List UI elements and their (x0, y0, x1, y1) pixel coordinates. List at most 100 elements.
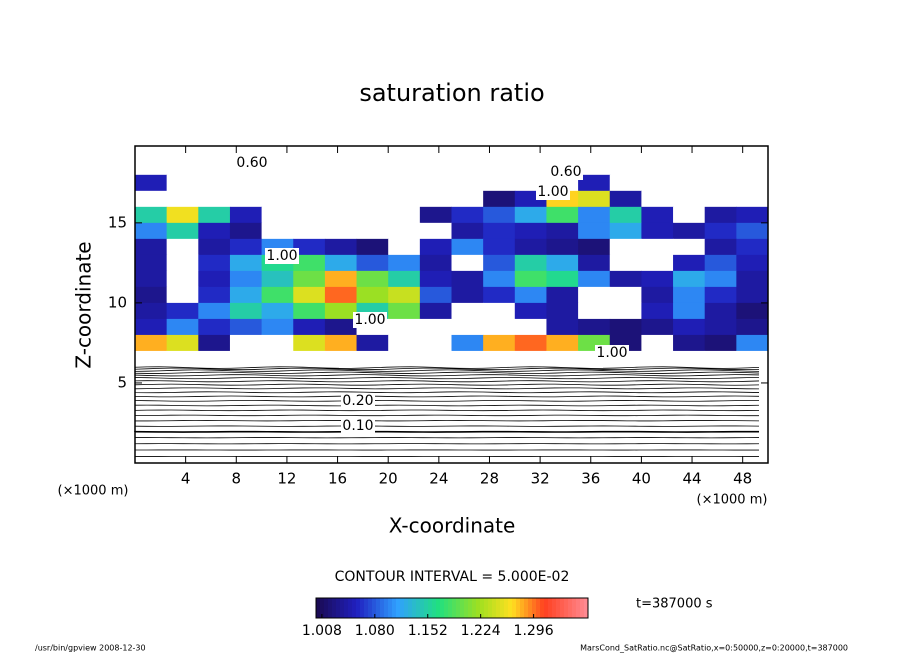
heatmap-cell (419, 350, 452, 368)
heatmap-cell (229, 222, 263, 240)
colorbar-swatch (368, 598, 373, 618)
heatmap-cell (609, 222, 642, 240)
heatmap-cell (293, 222, 326, 240)
heatmap-cell (261, 286, 294, 304)
heatmap-cell (483, 222, 516, 240)
heatmap-cell (451, 334, 484, 352)
colorbar-tick-label: 1.008 (302, 623, 342, 639)
heatmap-cell (198, 270, 231, 288)
heatmap-cell (483, 174, 516, 192)
heatmap-cell (229, 286, 263, 304)
heatmap-cell (135, 190, 168, 208)
colorbar-swatch (560, 598, 565, 618)
colorbar-swatch (440, 598, 445, 618)
heatmap-cell (451, 302, 484, 320)
heatmap-cell (514, 318, 547, 336)
colorbar-swatch (316, 598, 321, 618)
colorbar-swatch (428, 598, 433, 618)
colorbar-swatch (552, 598, 557, 618)
heatmap-cell (451, 350, 484, 368)
heatmap-cell (388, 254, 421, 272)
colorbar-swatch (452, 598, 457, 618)
heatmap-cell (293, 254, 326, 272)
heatmap-cell (546, 286, 579, 304)
heatmap-cell (419, 206, 452, 224)
heatmap-cell (483, 350, 516, 368)
heatmap-cell (673, 190, 706, 208)
heatmap-cell (578, 174, 611, 192)
contour-label-bg (595, 345, 629, 361)
heatmap-cell (261, 190, 294, 208)
heatmap-cell (578, 222, 611, 240)
y-axis-label: Z-coordinate (72, 241, 96, 368)
heatmap-cell (261, 222, 294, 240)
x-tick-label: 24 (429, 470, 448, 488)
heatmap-cell (451, 318, 484, 336)
chart-title: saturation ratio (359, 79, 544, 107)
heatmap-cell (546, 222, 579, 240)
contour-line (134, 387, 760, 390)
heatmap-cell (166, 302, 199, 320)
heatmap-cell (673, 174, 706, 192)
colorbar-swatch (468, 598, 473, 618)
contour-interval: CONTOUR INTERVAL = 5.000E-02 (335, 569, 570, 585)
colorbar-swatch (416, 598, 421, 618)
heatmap-cell (514, 302, 547, 320)
heatmap-cell (356, 206, 389, 224)
heatmap-cell (483, 270, 516, 288)
heatmap-cell (324, 238, 358, 256)
heatmap-cell (419, 174, 452, 192)
heatmap-cell (673, 222, 706, 240)
heatmap-cell (356, 270, 389, 288)
heatmap-cell (641, 158, 674, 176)
heatmap-cell (135, 238, 168, 256)
heatmap-cell (419, 302, 452, 320)
heatmap-cell (704, 286, 737, 304)
heatmap-cell (673, 270, 706, 288)
heatmap-cell (324, 222, 358, 240)
footer-left: /usr/bin/gpview 2008-12-30 (35, 644, 146, 653)
x-tick-label: 36 (581, 470, 600, 488)
contour-line (134, 366, 760, 369)
heatmap-cell (514, 222, 547, 240)
heatmap-cell (166, 190, 199, 208)
heatmap-cell (641, 174, 674, 192)
colorbar-swatch (464, 598, 469, 618)
heatmap-cell (736, 174, 769, 192)
heatmap-cell (419, 334, 452, 352)
x-tick-label: 4 (181, 470, 191, 488)
colorbar-swatch (384, 598, 389, 618)
heatmap-cell (166, 270, 199, 288)
contour-label-bg (265, 248, 299, 264)
heatmap-cell (135, 206, 168, 224)
heatmap-cell (419, 286, 452, 304)
heatmap-cell (198, 318, 231, 336)
colorbar-swatch (528, 598, 533, 618)
colorbar-swatch (512, 598, 517, 618)
heatmap-cell (483, 206, 516, 224)
heatmap-cell (324, 350, 358, 368)
heatmap-cell (641, 318, 674, 336)
colorbar-swatch (568, 598, 573, 618)
x-tick-label: 48 (733, 470, 752, 488)
heatmap-cell (704, 302, 737, 320)
heatmap-cell (229, 270, 263, 288)
heatmap-cell (514, 238, 547, 256)
heatmap-cell (609, 238, 642, 256)
colorbar-swatch (524, 598, 529, 618)
heatmap-cell (419, 270, 452, 288)
heatmap-cell (356, 174, 389, 192)
heatmap-cell (578, 318, 611, 336)
contour-label-bg (353, 312, 387, 328)
heatmap-cell (324, 334, 358, 352)
heatmap-cell (324, 318, 358, 336)
colorbar-swatch (460, 598, 465, 618)
heatmap-cell (641, 350, 674, 368)
heatmap-cell (546, 318, 579, 336)
heatmap-cell (641, 254, 674, 272)
heatmap-cell (673, 350, 706, 368)
heatmap-cell (261, 174, 294, 192)
heatmap-cell (356, 334, 389, 352)
heatmap-cell (419, 190, 452, 208)
